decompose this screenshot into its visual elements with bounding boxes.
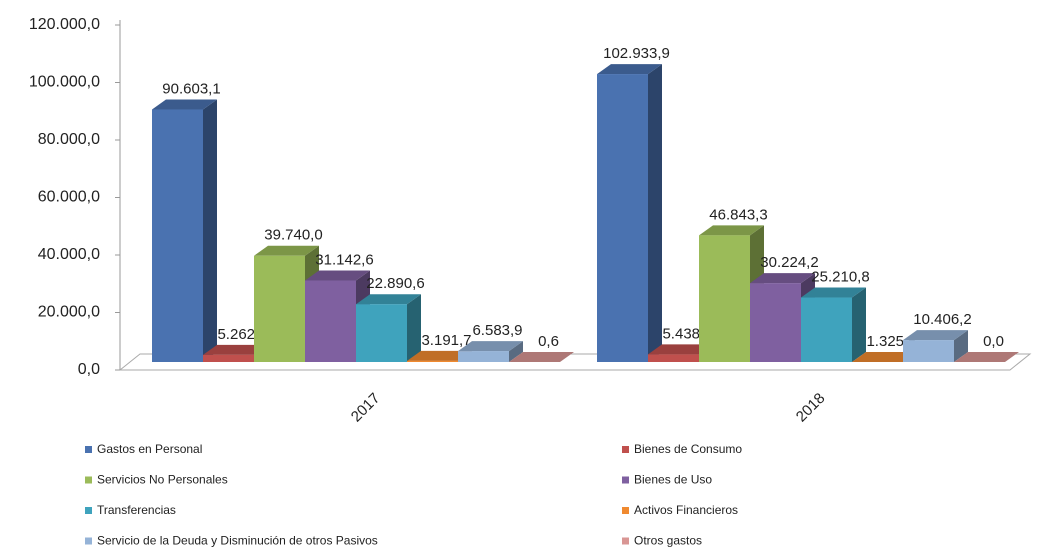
- data-label: 0,6: [538, 333, 559, 350]
- data-label: 90.603,1: [162, 80, 220, 97]
- data-label: 31.142,6: [315, 251, 373, 268]
- y-tick-label: 60.000,0: [38, 189, 100, 206]
- bar-side: [852, 287, 866, 362]
- bar: [648, 354, 699, 362]
- bar-top: [305, 270, 370, 281]
- data-label: 25.210,8: [811, 268, 869, 285]
- bar-top: [699, 225, 764, 236]
- bar: [903, 340, 954, 362]
- data-label: 102.933,9: [603, 45, 670, 62]
- bar: [305, 280, 356, 362]
- legend-swatch: [85, 446, 92, 453]
- bar: [750, 283, 801, 362]
- bar-top: [750, 273, 815, 284]
- bar: [801, 297, 852, 362]
- data-label: 39.740,0: [264, 227, 322, 244]
- legend-swatch: [85, 476, 92, 484]
- bar-top: [801, 287, 866, 298]
- legend-swatch: [622, 446, 629, 453]
- data-label: 22.890,6: [366, 275, 424, 292]
- y-tick-label: 80.000,0: [38, 131, 100, 148]
- data-label: 10.406,2: [913, 311, 971, 328]
- bar-top: [648, 344, 713, 355]
- bar: [597, 74, 648, 363]
- y-tick-label: 0,0: [78, 361, 100, 378]
- y-tick-label: 20.000,0: [38, 304, 100, 321]
- bar-top: [203, 344, 268, 355]
- legend-label: Gastos en Personal: [97, 442, 202, 456]
- bar: [407, 360, 458, 362]
- y-tick-label: 100.000,0: [29, 74, 100, 91]
- data-label: 0,0: [983, 333, 1004, 350]
- bar-side: [407, 294, 421, 362]
- bar-side: [509, 341, 523, 362]
- legend-swatch: [622, 507, 629, 514]
- bar-top: [356, 294, 421, 305]
- legend-swatch: [85, 507, 92, 514]
- bar: [254, 255, 305, 362]
- data-label: 46.843,3: [709, 206, 767, 223]
- legend-label: Bienes de Consumo: [634, 442, 742, 456]
- bar-side: [648, 64, 662, 363]
- data-label: 30.224,2: [760, 254, 818, 271]
- bar-top: [509, 352, 574, 362]
- legend-label: Activos Financieros: [634, 503, 738, 517]
- legend-swatch: [622, 537, 629, 545]
- y-tick-label: 120.000,0: [29, 16, 100, 33]
- legend-label: Bienes de Uso: [634, 473, 712, 487]
- legend-label: Transferencias: [97, 503, 176, 517]
- data-label: 3.191,7: [421, 332, 471, 349]
- bar: [152, 109, 203, 363]
- y-tick-label: 40.000,0: [38, 246, 100, 263]
- bar-top: [407, 350, 472, 361]
- bar: [458, 351, 509, 362]
- bar-top: [903, 330, 968, 341]
- bar-top: [597, 64, 662, 75]
- legend-label: Otros gastos: [634, 534, 702, 548]
- bar-top: [852, 352, 917, 362]
- bar-top: [458, 341, 523, 352]
- legend-swatch: [622, 476, 629, 484]
- legend-label: Servicio de la Deuda y Disminución de ot…: [97, 534, 378, 548]
- bar: [203, 354, 254, 362]
- bar-top: [954, 352, 1019, 362]
- bar-top: [152, 99, 217, 110]
- legend-swatch: [85, 537, 92, 545]
- data-label: 6.583,9: [472, 322, 522, 339]
- bar-side: [203, 99, 217, 363]
- bar: [699, 235, 750, 362]
- legend-label: Servicios No Personales: [97, 473, 228, 487]
- x-tick-label: 2017: [348, 390, 384, 426]
- bar: [356, 304, 407, 362]
- bar-top: [254, 245, 319, 256]
- x-tick-label: 2018: [793, 390, 829, 426]
- bar-side: [954, 330, 968, 362]
